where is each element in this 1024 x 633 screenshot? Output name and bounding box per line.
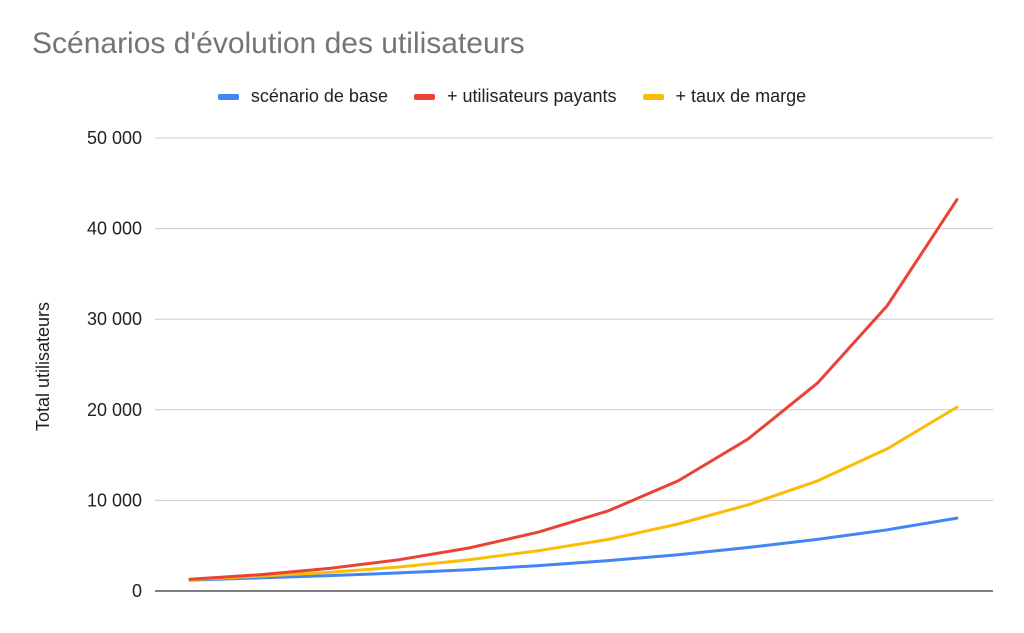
- legend-label: + taux de marge: [675, 86, 807, 106]
- legend-label: scénario de base: [250, 86, 388, 106]
- legend-item-scenario-de-base[interactable]: scénario de base: [217, 86, 388, 107]
- legend-swatch-blue: [217, 93, 239, 100]
- legend-swatch-red: [413, 93, 435, 100]
- y-axis-ticks: 0 10 000 20 000 30 000 40 000 50 000: [87, 128, 142, 601]
- legend-label: + utilisateurs payants: [446, 86, 617, 106]
- legend-item-taux-de-marge[interactable]: + taux de marge: [642, 86, 807, 107]
- legend-item-utilisateurs-payants[interactable]: + utilisateurs payants: [413, 86, 617, 107]
- y-tick-label: 10 000: [87, 490, 142, 510]
- y-tick-label: 0: [132, 581, 142, 601]
- y-axis-title: Total utilisateurs: [33, 302, 53, 431]
- chart-legend: scénario de base + utilisateurs payants …: [0, 86, 1024, 107]
- gridlines: [155, 137, 993, 592]
- y-tick-label: 20 000: [87, 400, 142, 420]
- series-lines: [188, 198, 959, 582]
- legend-swatch-yellow: [642, 93, 664, 100]
- series-line-utilisateurs-payants[interactable]: [188, 198, 959, 581]
- y-tick-label: 40 000: [87, 219, 142, 239]
- y-tick-label: 50 000: [87, 128, 142, 148]
- chart-title: Scénarios d'évolution des utilisateurs: [32, 27, 525, 60]
- series-line-scenario-de-base[interactable]: [188, 516, 959, 582]
- series-line-taux-de-marge[interactable]: [188, 405, 959, 582]
- y-tick-label: 30 000: [87, 309, 142, 329]
